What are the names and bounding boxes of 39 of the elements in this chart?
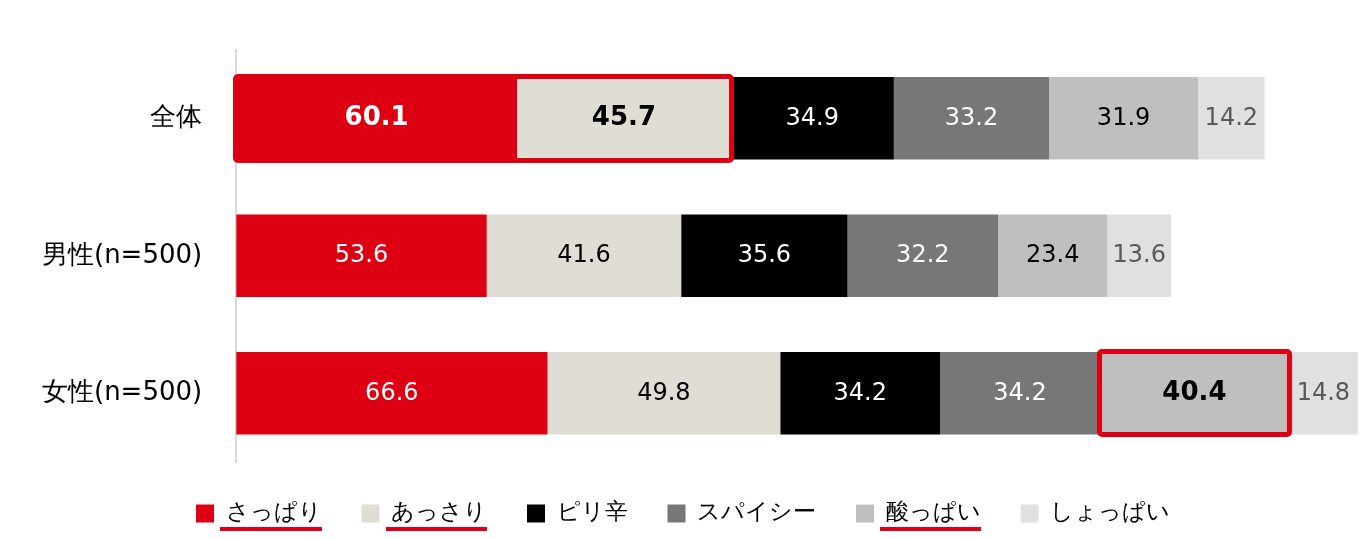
data-label: 32.2 — [896, 240, 950, 269]
legend-label: ピリ辛 — [556, 498, 628, 525]
data-label: 45.7 — [591, 101, 656, 132]
bar — [893, 77, 1050, 160]
legend-label: 酸っぱい — [885, 498, 981, 525]
data-label: 34.9 — [785, 102, 839, 131]
y-tick-label: 男性(n=500) — [41, 238, 203, 269]
y-tick-label: 女性(n=500) — [41, 376, 203, 407]
data-label: 34.2 — [993, 377, 1047, 406]
data-label: 14.2 — [1204, 102, 1259, 131]
data-label: 60.1 — [344, 101, 409, 132]
bar — [780, 352, 941, 435]
bar — [1049, 77, 1199, 160]
bar — [998, 214, 1108, 298]
legend-label: あっさり — [391, 498, 487, 525]
data-label: 14.8 — [1296, 377, 1351, 406]
data-label: 23.4 — [1026, 240, 1080, 269]
legend-label: スパイシー — [697, 498, 816, 525]
bar — [847, 214, 999, 298]
data-label: 49.8 — [637, 377, 691, 406]
data-label: 41.6 — [557, 240, 611, 269]
data-label: 66.6 — [365, 377, 419, 406]
data-label: 33.2 — [944, 102, 999, 131]
bar — [1107, 214, 1172, 298]
bar — [1198, 77, 1265, 160]
legend-label: しょっぱい — [1050, 498, 1170, 525]
legend-label: さっぱり — [225, 498, 322, 525]
bar — [486, 214, 682, 298]
bar — [236, 352, 548, 435]
bar — [236, 214, 487, 298]
data-label: 31.9 — [1096, 102, 1151, 131]
data-label: 34.2 — [833, 377, 887, 406]
data-label: 35.6 — [737, 240, 792, 269]
bar — [681, 214, 848, 298]
data-label: 13.6 — [1112, 240, 1166, 269]
bar — [547, 352, 781, 435]
data-label: 53.6 — [334, 240, 389, 269]
y-tick-label: 全体 — [150, 101, 203, 132]
data-label: 40.4 — [1162, 376, 1227, 407]
